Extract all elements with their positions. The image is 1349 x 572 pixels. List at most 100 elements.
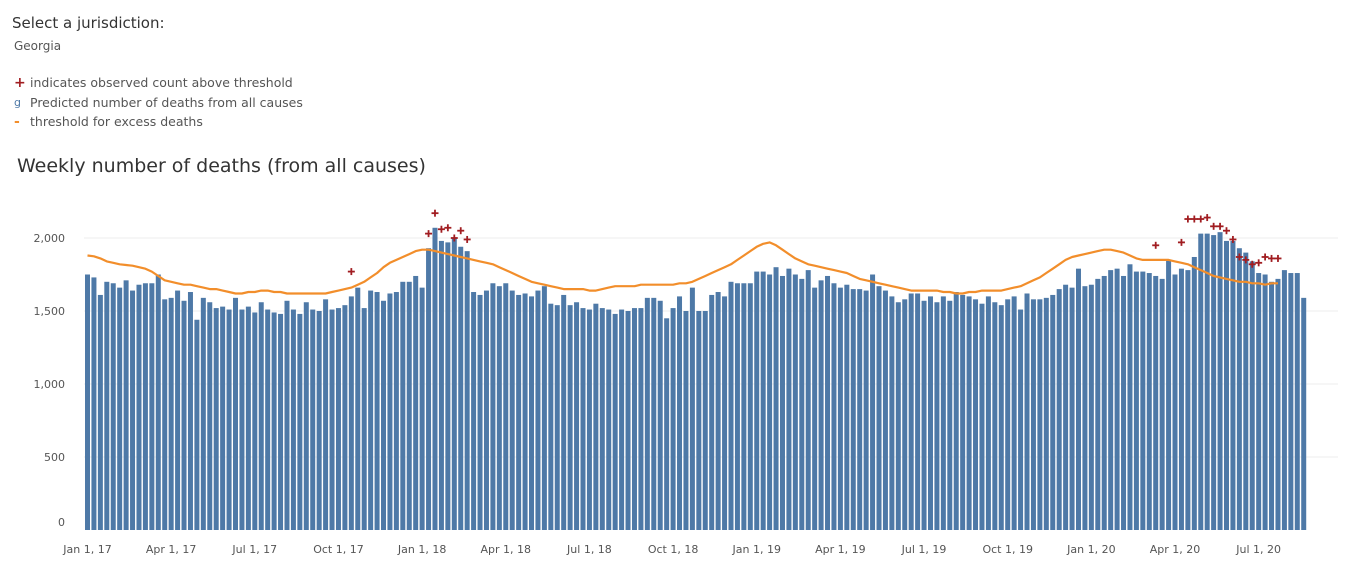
bars [85,227,1307,531]
x-tick-label: Jul 1, 20 [1235,543,1281,556]
x-tick-label: Jan 1, 18 [397,543,446,556]
plus-marker [347,268,355,276]
y-tick-label: 1,500 [34,305,66,318]
bar [619,309,625,530]
bar [117,287,123,530]
bar [1269,281,1275,530]
bar [876,286,882,530]
threshold-line-group [87,241,1278,295]
bar [104,281,110,530]
bar [715,292,721,530]
bar [1101,275,1107,530]
bar [529,296,535,530]
bar [818,280,824,530]
bar [966,296,972,530]
bar [503,283,509,530]
bar [406,281,412,530]
bar [1275,278,1281,530]
bar [921,300,927,530]
bar [574,302,580,530]
bar [490,283,496,530]
plus-marker [1274,254,1282,262]
bar [844,284,850,530]
bar [1166,259,1172,530]
bar [438,240,444,531]
bar [123,280,129,530]
bar [979,303,985,530]
x-tick-label: Apr 1, 19 [815,543,866,556]
bar [1178,268,1184,530]
bar [1243,252,1249,530]
bar [400,281,406,530]
bar [483,290,489,530]
bar [1236,248,1242,530]
bar [657,300,663,530]
bar [1133,271,1139,530]
bar [863,290,869,530]
bar [342,305,348,530]
bar [471,292,477,530]
axes: 0 500 1,000 1,500 2,000 Jan 1, 17 Apr 1, 17 Jul… [34,232,1282,556]
bar [477,294,483,530]
bar [464,251,470,530]
bar [207,302,213,530]
plus-marker [1248,260,1256,268]
bar [985,296,991,530]
bar [992,302,998,530]
bar [1043,297,1049,530]
bar [535,290,541,530]
bar [1185,270,1191,530]
bar [561,294,567,530]
plus-marker [425,230,433,238]
x-tick-label: Apr 1, 20 [1150,543,1201,556]
x-tick-label: Oct 1, 17 [313,543,364,556]
plus-marker [1261,253,1269,261]
bar [696,311,702,530]
jurisdiction-selector[interactable]: Georgia [14,39,62,53]
bar [998,305,1004,530]
bar [1256,273,1262,530]
bar [213,308,219,530]
bar [825,275,831,530]
bar [947,300,953,530]
bar [220,306,226,530]
bar [580,308,586,530]
bar [1294,273,1300,530]
bar [548,303,554,530]
plus-marker [1152,241,1160,249]
bar [882,290,888,530]
bar [722,296,728,530]
bar [644,297,650,530]
bar [97,294,103,530]
bar [297,313,303,530]
bar [606,309,612,530]
plus-marker [437,225,445,233]
bar [252,312,258,530]
y-tick-label: 0 [58,516,65,529]
bar [741,283,747,530]
bar [187,292,193,530]
x-tick-label: Jan 1, 17 [62,543,111,556]
plus-marker [1242,256,1250,264]
bar [368,290,374,530]
bar [857,289,863,530]
x-tick-label: Oct 1, 18 [648,543,699,556]
bar [194,319,200,530]
bar [1050,294,1056,530]
bar [181,300,187,530]
legend-label-predicted: Predicted number of deaths from all caus… [30,94,303,110]
bar [290,309,296,530]
legend-item-observed-above: + indicates observed count above thresho… [14,73,303,93]
x-tick-label: Oct 1, 19 [982,543,1033,556]
bar [85,274,90,530]
bar [837,287,843,530]
bar [1262,274,1268,530]
bar [233,297,239,530]
y-tick-label: 1,000 [34,378,66,391]
plus-marker [450,234,458,242]
bar [316,311,322,530]
bar [631,308,637,530]
bar [419,287,425,530]
bar [426,248,432,530]
bar [1005,299,1011,530]
